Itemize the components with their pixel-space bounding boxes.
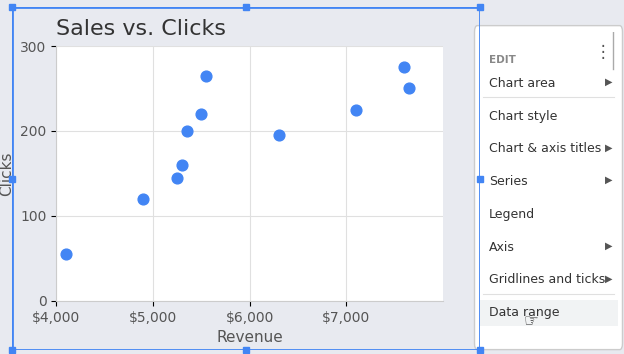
Text: Sales vs. Clicks: Sales vs. Clicks	[56, 19, 226, 39]
Point	[404, 86, 414, 91]
Point	[61, 251, 71, 257]
Point	[201, 73, 211, 79]
Text: ▶: ▶	[605, 241, 612, 251]
Text: ▶: ▶	[605, 142, 612, 153]
Text: Legend: Legend	[489, 208, 535, 221]
Point	[196, 111, 206, 117]
Point	[399, 64, 409, 70]
Text: EDIT: EDIT	[489, 55, 515, 65]
X-axis label: Revenue: Revenue	[217, 330, 283, 345]
Point	[138, 196, 148, 202]
Point	[172, 175, 182, 181]
Text: ▶: ▶	[605, 273, 612, 283]
Y-axis label: Clicks: Clicks	[0, 151, 14, 196]
Text: Gridlines and ticks: Gridlines and ticks	[489, 273, 605, 286]
FancyBboxPatch shape	[474, 25, 623, 350]
Point	[177, 162, 187, 168]
Point	[273, 132, 283, 138]
Text: Data range: Data range	[489, 306, 559, 319]
Text: Chart style: Chart style	[489, 110, 557, 123]
Text: ☞: ☞	[524, 312, 539, 330]
Text: Chart area: Chart area	[489, 77, 555, 90]
Text: Chart & axis titles: Chart & axis titles	[489, 142, 601, 155]
FancyBboxPatch shape	[479, 300, 618, 326]
Point	[351, 107, 361, 113]
Text: ⋮: ⋮	[594, 43, 611, 61]
Text: Series: Series	[489, 175, 527, 188]
Text: Axis: Axis	[489, 241, 515, 253]
Text: ▶: ▶	[605, 77, 612, 87]
Text: ▶: ▶	[605, 175, 612, 185]
Point	[182, 128, 192, 134]
